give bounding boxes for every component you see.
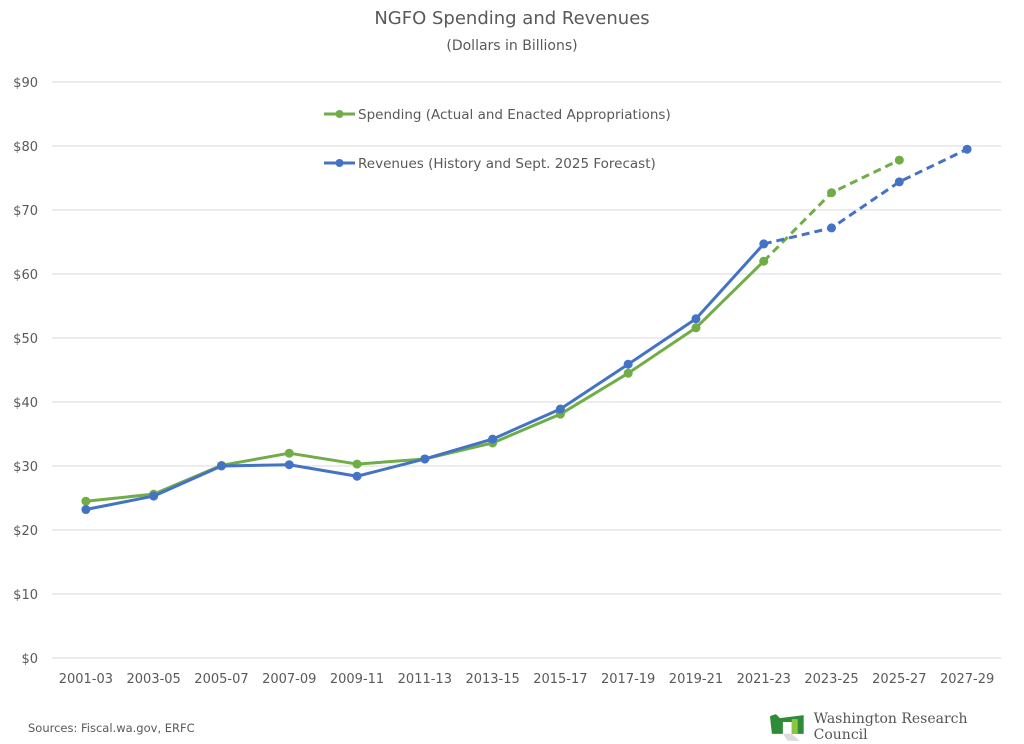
- x-tick-label: 2009-11: [330, 672, 384, 687]
- series-0: [81, 155, 904, 506]
- y-tick-label: $90: [13, 76, 38, 91]
- y-tick-label: $10: [13, 588, 38, 603]
- y-tick-label: $20: [13, 524, 38, 539]
- chart-title: NGFO Spending and Revenues: [374, 8, 650, 29]
- x-tick-label: 2023-25: [804, 672, 858, 687]
- y-tick-label: $80: [13, 140, 38, 155]
- y-tick-label: $40: [13, 396, 38, 411]
- y-tick-label: $50: [13, 332, 38, 347]
- legend: Spending (Actual and Enacted Appropriati…: [324, 107, 671, 172]
- data-point: [691, 323, 701, 333]
- y-tick-label: $70: [13, 204, 38, 219]
- data-point: [827, 188, 837, 198]
- data-point: [894, 155, 904, 165]
- legend-marker-icon: [335, 110, 344, 118]
- chart-subtitle: (Dollars in Billions): [446, 38, 578, 54]
- washington-state-logo-icon: [769, 714, 804, 741]
- data-point: [352, 471, 362, 481]
- data-point: [420, 454, 430, 464]
- data-point: [555, 404, 565, 414]
- data-point: [623, 359, 633, 369]
- logo-text: Washington Research Council: [813, 711, 968, 743]
- data-point: [81, 496, 91, 506]
- y-tick-label: $60: [13, 268, 38, 283]
- series-line-actual: [85, 242, 765, 511]
- data-point: [216, 461, 226, 471]
- y-tick-label: $0: [21, 652, 38, 667]
- series-line-forecast: [762, 158, 900, 263]
- data-point: [759, 256, 769, 266]
- data-point: [488, 434, 498, 444]
- x-tick-label: 2015-17: [533, 672, 587, 687]
- data-point: [759, 239, 769, 249]
- source-note: Sources: Fiscal.wa.gov, ERFC: [28, 721, 195, 735]
- x-tick-label: 2025-27: [872, 672, 926, 687]
- legend-marker-icon: [335, 159, 344, 167]
- legend-item-1: Revenues (History and Sept. 2025 Forecas…: [324, 156, 656, 172]
- wrc-logo: Washington Research Council: [768, 711, 1024, 743]
- y-axis-ticks: $0 $10 $20 $30 $40 $50 $60 $70 $80 $90: [13, 76, 38, 667]
- x-tick-label: 2019-21: [669, 672, 723, 687]
- data-point: [894, 177, 904, 187]
- y-tick-label: $30: [13, 460, 38, 475]
- x-tick-label: 2001-03: [59, 672, 113, 687]
- x-tick-label: 2007-09: [262, 672, 316, 687]
- data-point: [284, 460, 294, 470]
- data-point: [352, 459, 362, 469]
- series-lines: [81, 144, 972, 515]
- series-line-actual: [85, 260, 765, 503]
- x-tick-label: 2011-13: [398, 672, 452, 687]
- data-point: [81, 505, 91, 515]
- data-point: [962, 144, 972, 154]
- x-tick-label: 2021-23: [737, 672, 791, 687]
- data-point: [149, 491, 159, 501]
- series-1: [81, 144, 972, 515]
- series-line-forecast: [763, 147, 968, 246]
- x-axis-ticks: 2001-03 2003-05 2005-07 2007-09 2009-11 2011-…: [59, 672, 995, 687]
- legend-label: Spending (Actual and Enacted Appropriati…: [358, 107, 671, 123]
- x-tick-label: 2017-19: [601, 672, 655, 687]
- data-point: [284, 448, 294, 458]
- x-tick-label: 2005-07: [194, 672, 248, 687]
- legend-label: Revenues (History and Sept. 2025 Forecas…: [358, 156, 656, 172]
- x-tick-label: 2013-15: [465, 672, 519, 687]
- legend-item-0: Spending (Actual and Enacted Appropriati…: [324, 107, 671, 123]
- gridlines: [52, 81, 1001, 659]
- x-tick-label: 2003-05: [127, 672, 181, 687]
- data-point: [691, 314, 701, 324]
- x-tick-label: 2027-29: [940, 672, 994, 687]
- data-point: [623, 368, 633, 378]
- data-point: [827, 223, 837, 233]
